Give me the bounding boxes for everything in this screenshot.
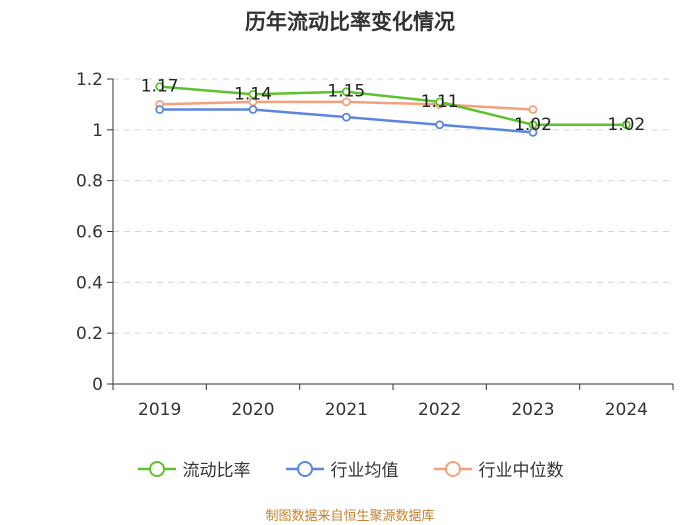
y-tick-label: 0.4 — [76, 273, 103, 293]
legend-marker-icon — [137, 460, 176, 477]
data-label: 1.02 — [514, 115, 552, 135]
y-tick-label: 0.6 — [76, 223, 103, 243]
series-lines — [155, 82, 631, 137]
data-point — [341, 97, 351, 107]
data-point — [528, 105, 538, 114]
legend-marker-icon — [433, 460, 472, 477]
data-point — [155, 105, 165, 114]
chart-title: 历年流动比率变化情况 — [245, 10, 455, 34]
legend-item[interactable]: 行业中位数 — [433, 456, 564, 481]
legend-item[interactable]: 行业均值 — [285, 456, 399, 481]
x-tick-label: 2024 — [605, 400, 648, 420]
data-label: 1.17 — [141, 77, 179, 97]
y-tick-label: 0 — [92, 375, 103, 395]
data-label: 1.14 — [234, 84, 272, 104]
data-point — [621, 120, 631, 130]
data-point — [341, 112, 351, 122]
legend-item[interactable]: 流动比率 — [137, 456, 251, 481]
grid-lines — [113, 78, 673, 334]
y-tick-label: 1.2 — [76, 70, 103, 90]
axes: 0 0.2 0.4 0.6 0.8 1 1.2 2019 2020 2021 2022 2023 202… — [76, 70, 674, 420]
data-point — [248, 105, 258, 114]
legend-label: 行业中位数 — [478, 461, 564, 481]
data-label: 1.11 — [421, 92, 459, 112]
x-tick-label: 2019 — [138, 400, 181, 420]
legend-label: 流动比率 — [182, 461, 251, 481]
legend-label: 行业均值 — [330, 461, 399, 481]
data-point — [155, 82, 165, 92]
legend: 流动比率 行业均值 行业中位数 — [0, 456, 700, 481]
y-tick-label: 0.8 — [76, 172, 103, 192]
data-point — [435, 97, 445, 107]
data-point — [528, 120, 538, 130]
source-note: 制图数据来自恒生聚源数据库 — [265, 509, 435, 524]
x-tick-label: 2020 — [231, 400, 274, 420]
data-point — [341, 87, 351, 97]
y-tick-label: 1 — [92, 121, 103, 141]
data-label: 1.02 — [607, 115, 645, 135]
data-point — [435, 120, 445, 130]
data-point — [248, 89, 258, 99]
data-label: 1.15 — [327, 82, 365, 102]
data-labels: 1.17 1.14 1.15 1.11 1.02 1.02 — [141, 77, 646, 135]
series-line — [159, 85, 627, 126]
x-tick-label: 2023 — [511, 400, 554, 420]
x-tick-label: 2022 — [418, 400, 461, 420]
y-tick-label: 0.2 — [76, 324, 103, 344]
x-tick-label: 2021 — [325, 400, 368, 420]
legend-marker-icon — [285, 460, 324, 477]
